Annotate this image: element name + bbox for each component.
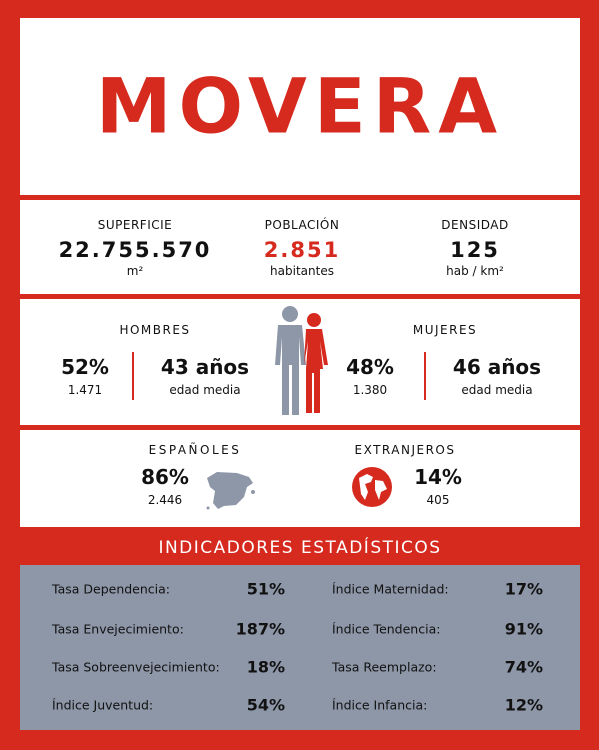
- title-panel: [20, 18, 580, 195]
- foreign-label: EXTRANJEROS: [354, 443, 456, 457]
- foreign-percent: 14%: [414, 465, 462, 489]
- indicator-value: 74%: [504, 657, 543, 677]
- indicator-value: 91%: [504, 619, 543, 639]
- indicator-value: 17%: [504, 579, 543, 599]
- globe-icon: [352, 467, 392, 507]
- summary-label: POBLACIÓN: [264, 218, 340, 232]
- indicator-label: Tasa Sobreenvejecimiento:: [52, 659, 220, 675]
- nationality-panel: [20, 430, 580, 527]
- divider: [132, 352, 134, 400]
- summary-value: 2.851: [263, 238, 341, 262]
- men-count: 1.471: [67, 383, 103, 397]
- indicator-value: 18%: [246, 657, 285, 677]
- indicator-value: 187%: [235, 619, 285, 639]
- people-icon: [275, 306, 328, 415]
- men-age-label: edad media: [169, 383, 241, 397]
- indicators-title: INDICADORES ESTADÍSTICOS: [158, 538, 442, 558]
- women-count: 1.380: [352, 383, 388, 397]
- indicator-label: Tasa Reemplazo:: [332, 659, 437, 675]
- indicators-panel: [20, 565, 580, 730]
- summary-panel: [20, 200, 580, 294]
- summary-label: DENSIDAD: [441, 218, 509, 232]
- foreign-count: 405: [426, 493, 450, 507]
- spain-map: [206, 472, 255, 510]
- spanish-label: ESPAÑOLES: [148, 443, 242, 457]
- indicator-label: Índice Juventud:: [52, 697, 154, 713]
- woman-icon: [304, 313, 328, 413]
- indicator-label: Índice Tendencia:: [332, 621, 441, 637]
- men-label: HOMBRES: [119, 323, 191, 337]
- men-percent: 52%: [61, 355, 109, 379]
- divider: [424, 352, 426, 400]
- summary-value: 125: [450, 238, 500, 262]
- women-age: 46 años: [452, 355, 542, 379]
- indicator-label: Índice Infancia:: [332, 697, 428, 713]
- indicator-value: 54%: [246, 695, 285, 715]
- indicator-value: 51%: [246, 579, 285, 599]
- indicator-label: Índice Maternidad:: [332, 581, 449, 597]
- spanish-percent: 86%: [141, 465, 189, 489]
- women-age-label: edad media: [461, 383, 533, 397]
- title: MOVERA: [95, 61, 505, 151]
- summary-unit: hab / km²: [446, 264, 504, 278]
- women-label: MUJERES: [412, 323, 478, 337]
- indicator-label: Tasa Envejecimiento:: [52, 621, 184, 637]
- men-age: 43 años: [160, 355, 250, 379]
- summary-unit: habitantes: [270, 264, 334, 278]
- spanish-count: 2.446: [147, 493, 183, 507]
- summary-value: 22.755.570: [58, 238, 212, 262]
- indicator-value: 12%: [504, 695, 543, 715]
- summary-label: SUPERFICIE: [97, 218, 173, 232]
- women-percent: 48%: [346, 355, 394, 379]
- man-icon: [275, 306, 306, 415]
- indicator-label: Tasa Dependencia:: [52, 581, 170, 597]
- gender-panel: [20, 299, 580, 425]
- summary-unit: m²: [126, 264, 144, 278]
